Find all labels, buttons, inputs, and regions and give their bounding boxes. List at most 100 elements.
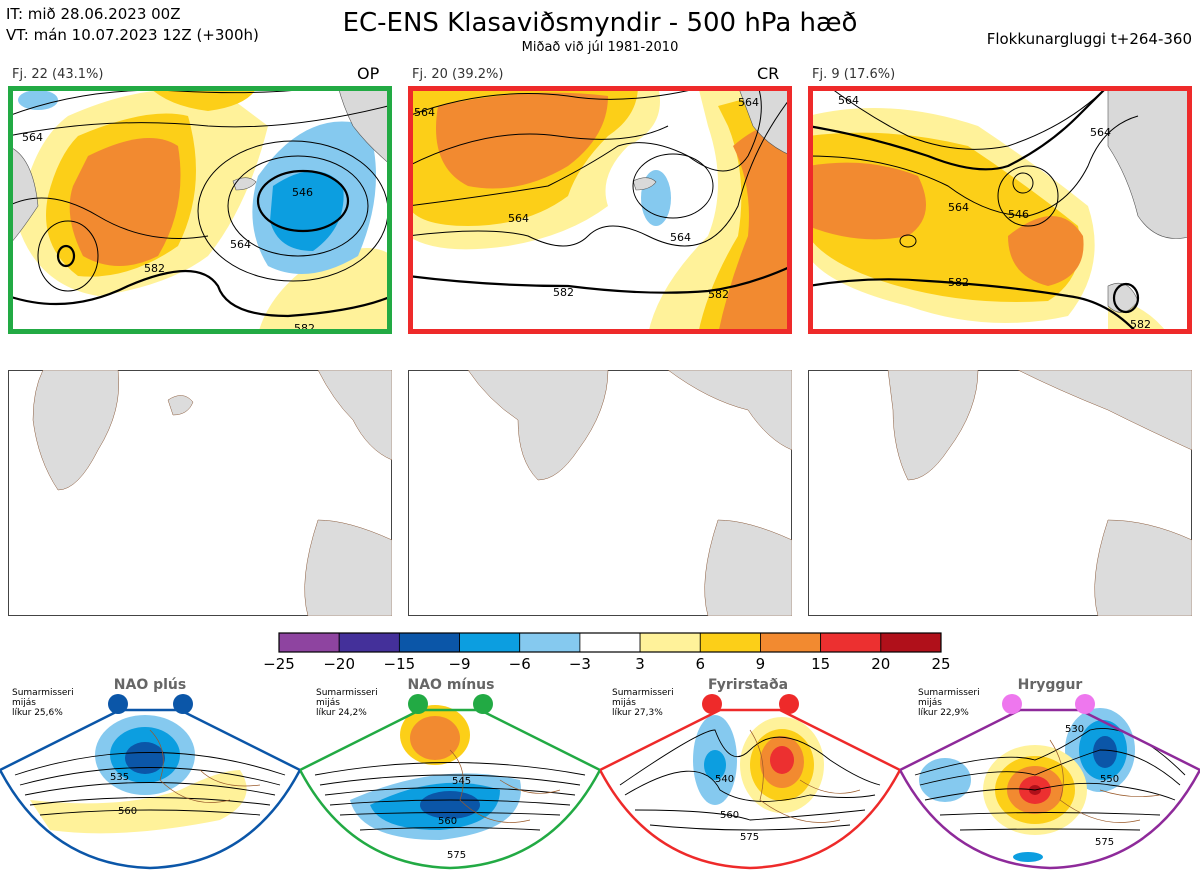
contour-label: 582	[144, 262, 165, 275]
regime-map-1: 535 560	[0, 694, 300, 870]
contour-label: 564	[738, 96, 759, 109]
regime-dot	[702, 694, 722, 714]
header-times: IT: mið 28.06.2023 00Z VT: mán 10.07.202…	[6, 4, 259, 46]
regime-dot	[108, 694, 128, 714]
colorbar-tick-label: −15	[383, 655, 416, 673]
contour-label: 546	[292, 186, 313, 199]
contour-label: 564	[230, 238, 251, 251]
regime-dot	[779, 694, 799, 714]
contour-label: 564	[1090, 126, 1111, 139]
regime-map-4: 530 550 575	[900, 694, 1200, 870]
contour-label: 560	[118, 806, 137, 817]
colorbar-cell	[820, 632, 882, 653]
anomaly-positive-fill	[18, 86, 392, 334]
empty-map-2	[408, 370, 792, 616]
cluster-map-1: 564 546 564 582 582	[8, 86, 392, 334]
valid-time: VT: mán 10.07.2023 12Z (+300h)	[6, 26, 259, 44]
regime-frame	[0, 708, 300, 870]
regime-frame	[300, 708, 600, 870]
colorbar-tick-label: −20	[323, 655, 355, 673]
colorbar-cell	[338, 632, 400, 653]
colorbar-tick-label: −3	[568, 655, 591, 673]
contour-label: 550	[1100, 774, 1119, 785]
regime-3-note: Sumarmisseri mijás líkur 27,3%	[612, 688, 674, 718]
empty-map-1	[8, 370, 392, 616]
colorbar-cell	[760, 632, 822, 653]
height-contours	[808, 86, 1140, 334]
cluster-2-label: Fj. 20 (39.2%)	[412, 67, 504, 82]
regime-2-title: NAO mínus	[407, 677, 495, 693]
contour-label: 564	[414, 106, 435, 119]
regime-2-note: Sumarmisseri mijás líkur 24,2%	[316, 688, 378, 718]
colorbar-cell	[519, 632, 581, 653]
colorbar-cell	[880, 632, 942, 653]
colorbar-tick-label: −6	[508, 655, 531, 673]
colorbar-cell	[459, 632, 521, 653]
cluster-map-2: 564 564 564 564 582 582	[408, 86, 792, 334]
contour-label: 564	[670, 231, 691, 244]
height-contours	[8, 86, 392, 318]
contour-label: 575	[1095, 837, 1114, 848]
regime-map-3: 540 560 575	[600, 694, 900, 870]
colorbar	[278, 632, 942, 653]
contour-labels: 564 564 564 546 582 582	[838, 94, 1151, 331]
contour-label: 540	[715, 774, 734, 785]
regime-dot	[173, 694, 193, 714]
contour-label: 582	[708, 288, 729, 301]
anomaly-positive-fill	[408, 86, 792, 334]
colorbar-tick-label: 9	[755, 655, 766, 673]
contour-label: 560	[720, 810, 739, 821]
page-title: EC-ENS Klasaviðsmyndir - 500 hPa hæð	[342, 8, 858, 38]
colorbar-cell	[699, 632, 761, 653]
cluster-frame	[408, 86, 792, 334]
contour-label: 582	[1130, 318, 1151, 331]
regime-frame	[900, 708, 1200, 870]
colorbar-tick-label: 6	[695, 655, 706, 673]
colorbar-cell	[398, 632, 460, 653]
regime-3-title: Fyrirstaða	[707, 677, 789, 693]
colorbar-cell	[639, 632, 701, 653]
colorbar-tick-label: 3	[635, 655, 645, 673]
contour-label: 546	[1008, 208, 1029, 221]
cluster-3-label: Fj. 9 (17.6%)	[812, 67, 896, 82]
anomaly-negative-fill	[18, 90, 376, 274]
regime-4-title: Hryggur	[1017, 677, 1083, 693]
colorbar-tick-label: −9	[448, 655, 471, 673]
cluster-1-label: Fj. 22 (43.1%)	[12, 67, 104, 82]
colorbar-tick-label: −25	[263, 655, 295, 673]
cluster-1-tag: OP	[357, 64, 380, 83]
regime-4-note: Sumarmisseri mijás líkur 22,9%	[918, 688, 980, 718]
contour-label: 564	[948, 201, 969, 214]
contour-label: 530	[1065, 724, 1084, 735]
empty-map-3	[808, 370, 1192, 616]
contour-label: 564	[508, 212, 529, 225]
regime-dot	[473, 694, 493, 714]
contour-label: 575	[740, 832, 759, 843]
cluster-frame	[8, 86, 392, 334]
colorbar-cell	[278, 632, 340, 653]
contour-label: 564	[838, 94, 859, 107]
classification-window: Flokkunargluggi t+264-360	[986, 30, 1192, 48]
height-contours	[408, 86, 792, 294]
anomaly-positive-fill	[808, 108, 1168, 334]
contour-label: 582	[948, 276, 969, 289]
regime-dot	[1075, 694, 1095, 714]
page-subtitle: Miðað við júl 1981-2010	[521, 40, 679, 55]
colorbar-cell	[579, 632, 641, 653]
contour-label: 582	[553, 286, 574, 299]
regime-dot	[408, 694, 428, 714]
init-time: IT: mið 28.06.2023 00Z	[6, 5, 181, 23]
regime-dot	[1002, 694, 1022, 714]
cluster-map-3: 564 564 564 546 582 582	[808, 86, 1192, 334]
regime-1-title: NAO plús	[113, 677, 187, 693]
regime-1-note: Sumarmisseri mijás líkur 25,6%	[12, 688, 74, 718]
regime-frame	[600, 708, 900, 870]
contour-label: 564	[22, 131, 43, 144]
contour-label: 535	[110, 772, 129, 783]
contour-label: 545	[452, 776, 471, 787]
colorbar-tick-label: 15	[811, 655, 831, 673]
colorbar-tick-label: 25	[931, 655, 951, 673]
colorbar-tick-label: 20	[871, 655, 891, 673]
cluster-2-tag: CR	[757, 64, 780, 83]
regime-map-2: 545 560 575	[300, 694, 600, 870]
